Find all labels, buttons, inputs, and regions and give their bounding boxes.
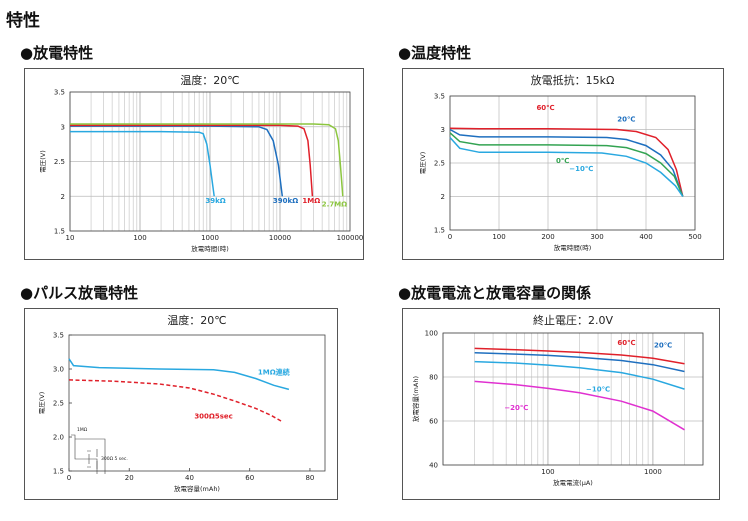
x-axis-label: 放電時間(時) <box>554 243 592 252</box>
x-tick-label: 200 <box>541 233 554 241</box>
section-heading-pulse: ●パルス放電特性 <box>20 284 139 302</box>
x-tick-label: 100 <box>541 468 554 476</box>
x-tick-label: 500 <box>688 233 701 241</box>
pulse-circuit-wire <box>87 450 91 468</box>
pulse-chart: 0 20 40 60 80 1.5 2.0 2.5 3.0 3.5 温度：20℃ 放電容量(mAh) 電… <box>38 313 326 493</box>
series-line <box>474 352 685 373</box>
series-line <box>70 124 314 197</box>
x-axis-label: 放電時間(時) <box>191 244 229 253</box>
series-line <box>68 379 284 423</box>
discharge-chart-panel: 10 100 1000 10000 100000 1.5 2 2.5 3 3.5 温度：20℃ 放電時… <box>24 68 364 260</box>
series-line <box>70 123 344 197</box>
y-axis-label: 電圧(V) <box>39 150 47 173</box>
series-line <box>449 136 684 197</box>
y-tick-label: 2 <box>61 193 65 201</box>
series-line <box>68 358 290 391</box>
series-line <box>70 130 215 197</box>
series-label: 1MΩ <box>302 197 320 205</box>
y-tick-label: 60 <box>429 418 438 426</box>
chart-title: 放電抵抗：15kΩ <box>531 73 615 87</box>
section-heading-current-capacity: ●放電電流と放電容量の関係 <box>398 284 592 302</box>
y-tick-label: 3.0 <box>53 366 64 374</box>
chart-title: 温度：20℃ <box>167 313 226 327</box>
y-tick-label: 3 <box>441 126 445 134</box>
y-axis-label: 電圧(V) <box>38 392 46 415</box>
series-label: −10℃ <box>586 385 610 393</box>
y-tick-label: 1.5 <box>53 468 64 476</box>
temperature-chart-panel: 0 100 200 300 400 500 1.5 2 2.5 3 3.5 放電抵抗：15kΩ 放電時間… <box>402 68 724 260</box>
plot-area-frame <box>449 95 696 231</box>
series-label: 2.7MΩ <box>322 201 347 209</box>
series-label: 60℃ <box>617 339 635 347</box>
current-capacity-chart: 100 1000 40 60 80 100 終止電圧：2.0V 放電電流(μA) 放電容量(mA… <box>411 313 704 487</box>
series-label: 60℃ <box>536 104 554 112</box>
series-label: 0℃ <box>556 157 569 165</box>
series-line <box>474 360 685 390</box>
series-label: 300Ω5sec <box>194 413 233 421</box>
x-tick-label: 80 <box>305 474 314 482</box>
plot-area-frame <box>68 334 326 472</box>
plot-area-frame <box>69 91 351 232</box>
series-label: 20℃ <box>654 341 672 349</box>
pulse-chart-panel: 0 20 40 60 80 1.5 2.0 2.5 3.0 3.5 温度：20℃ 放電容量(mAh) 電… <box>24 308 338 500</box>
x-tick-label: 1000 <box>644 468 662 476</box>
y-axis-label: 放電容量(mAh) <box>411 376 420 422</box>
x-tick-label: 400 <box>639 233 652 241</box>
x-tick-label: 0 <box>448 233 452 241</box>
x-tick-label: 0 <box>67 474 71 482</box>
y-tick-label: 1.5 <box>434 227 445 235</box>
y-tick-label: 2.5 <box>53 400 64 408</box>
x-tick-label: 300 <box>590 233 603 241</box>
series-label: 390kΩ <box>273 197 298 205</box>
inset-pulse-label: 300Ω 5 sec. <box>101 456 128 462</box>
y-tick-label: 80 <box>429 374 438 382</box>
x-axis-label: 放電容量(mAh) <box>174 484 220 493</box>
series-label: 20℃ <box>617 115 635 123</box>
series-line <box>474 347 685 365</box>
y-tick-label: 3.5 <box>53 332 64 340</box>
y-tick-label: 2.5 <box>434 160 445 168</box>
y-tick-label: 1.5 <box>54 228 65 236</box>
x-tick-label: 40 <box>185 474 194 482</box>
y-tick-label: 2 <box>441 193 445 201</box>
y-tick-label: 2.5 <box>54 158 65 166</box>
x-tick-label: 100 <box>492 233 505 241</box>
plot-area-frame <box>442 332 704 466</box>
series-line <box>449 128 684 197</box>
section-heading-temperature: ●温度特性 <box>398 44 472 62</box>
series-line <box>449 127 684 197</box>
y-tick-label: 3 <box>61 123 65 131</box>
x-axis-label: 放電電流(μA) <box>553 478 593 487</box>
x-tick-label: 60 <box>245 474 254 482</box>
series-label: 1MΩ連続 <box>258 367 290 376</box>
y-tick-label: 40 <box>429 462 438 470</box>
current-capacity-chart-panel: 100 1000 40 60 80 100 終止電圧：2.0V 放電電流(μA) 放電容量(mA… <box>402 308 720 500</box>
inset-resistor-label: 1MΩ <box>77 427 88 433</box>
x-tick-label: 20 <box>125 474 134 482</box>
series-label: −20℃ <box>504 404 528 412</box>
x-tick-label: 1000 <box>201 234 219 242</box>
pulse-circuit-wire <box>71 434 98 474</box>
series-label: 39kΩ <box>205 197 225 205</box>
pulse-circuit-wire <box>75 438 106 474</box>
series-line <box>449 132 684 197</box>
x-tick-label: 100 <box>133 234 146 242</box>
x-tick-label: 10 <box>66 234 75 242</box>
pulse-circuit-inset: 1MΩ 300Ω 5 sec. <box>71 427 128 474</box>
x-tick-label: 100000 <box>337 234 363 242</box>
chart-title: 終止電圧：2.0V <box>533 313 613 327</box>
section-heading-discharge: ●放電特性 <box>20 44 94 62</box>
y-tick-label: 3.5 <box>54 89 65 97</box>
x-tick-label: 10000 <box>269 234 291 242</box>
y-tick-label: 3.5 <box>434 93 445 101</box>
y-axis-label: 電圧(V) <box>419 152 427 175</box>
y-tick-label: 2.0 <box>53 434 64 442</box>
discharge-chart: 10 100 1000 10000 100000 1.5 2 2.5 3 3.5 温度：20℃ 放電時… <box>39 73 363 253</box>
page-title: 特性 <box>6 11 40 31</box>
series-line <box>474 380 685 431</box>
series-label: −10℃ <box>569 165 593 173</box>
y-tick-label: 100 <box>425 330 438 338</box>
temperature-chart: 0 100 200 300 400 500 1.5 2 2.5 3 3.5 放電抵抗：15kΩ 放電時間… <box>419 73 702 252</box>
chart-title: 温度：20℃ <box>180 73 239 87</box>
